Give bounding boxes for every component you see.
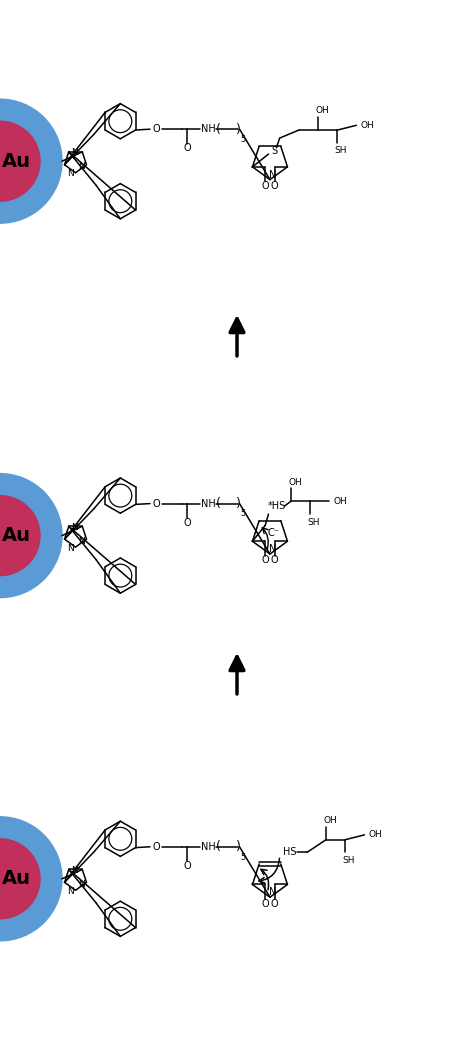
Text: Au: Au bbox=[1, 152, 30, 171]
Text: O: O bbox=[153, 498, 160, 509]
Text: SH: SH bbox=[334, 147, 346, 155]
Text: (: ( bbox=[216, 497, 221, 510]
Text: (: ( bbox=[216, 840, 221, 853]
Text: 5: 5 bbox=[240, 135, 246, 145]
Text: N: N bbox=[269, 170, 277, 180]
Text: O: O bbox=[184, 144, 191, 153]
Text: O: O bbox=[262, 181, 269, 191]
Text: *HS: *HS bbox=[267, 501, 286, 511]
Text: N: N bbox=[269, 544, 277, 554]
Text: O: O bbox=[153, 124, 160, 134]
Text: N: N bbox=[78, 162, 85, 172]
Text: O: O bbox=[271, 181, 278, 191]
Text: OH: OH bbox=[369, 830, 383, 839]
Text: N: N bbox=[71, 866, 78, 875]
Text: Au: Au bbox=[1, 869, 30, 888]
Text: N: N bbox=[67, 170, 74, 178]
Text: NH: NH bbox=[201, 498, 216, 509]
Text: N: N bbox=[269, 887, 277, 898]
Text: ): ) bbox=[236, 123, 240, 135]
Text: OH: OH bbox=[361, 121, 374, 130]
Wedge shape bbox=[0, 473, 62, 598]
Text: N: N bbox=[71, 149, 78, 157]
Text: O: O bbox=[271, 899, 278, 909]
Text: NH: NH bbox=[201, 841, 216, 852]
Wedge shape bbox=[0, 839, 40, 918]
Text: SH: SH bbox=[342, 856, 355, 865]
Text: C⁻: C⁻ bbox=[267, 528, 279, 539]
Text: ): ) bbox=[236, 840, 240, 853]
Wedge shape bbox=[0, 496, 40, 575]
Text: O: O bbox=[184, 518, 191, 528]
Text: OH: OH bbox=[289, 477, 302, 487]
Wedge shape bbox=[0, 122, 40, 201]
Text: N: N bbox=[67, 544, 74, 552]
Text: O: O bbox=[271, 555, 278, 566]
Text: (: ( bbox=[216, 123, 221, 135]
Text: OH: OH bbox=[316, 106, 330, 115]
Text: O: O bbox=[184, 861, 191, 872]
Text: NH: NH bbox=[201, 124, 216, 134]
Text: Au: Au bbox=[1, 526, 30, 545]
Text: N: N bbox=[67, 887, 74, 895]
Text: N: N bbox=[78, 537, 85, 546]
Text: O: O bbox=[153, 841, 160, 852]
Text: HS: HS bbox=[283, 848, 296, 858]
Text: N: N bbox=[71, 523, 78, 531]
Text: S: S bbox=[272, 146, 278, 156]
Text: O: O bbox=[262, 555, 269, 566]
Text: 5: 5 bbox=[240, 510, 246, 519]
Wedge shape bbox=[0, 816, 62, 941]
Text: 5: 5 bbox=[240, 853, 246, 862]
Text: OH: OH bbox=[324, 816, 338, 825]
Text: ): ) bbox=[236, 497, 240, 510]
Wedge shape bbox=[0, 99, 62, 224]
Text: N: N bbox=[78, 880, 85, 889]
Text: O: O bbox=[262, 899, 269, 909]
Text: SH: SH bbox=[307, 518, 319, 526]
Text: OH: OH bbox=[334, 497, 347, 505]
